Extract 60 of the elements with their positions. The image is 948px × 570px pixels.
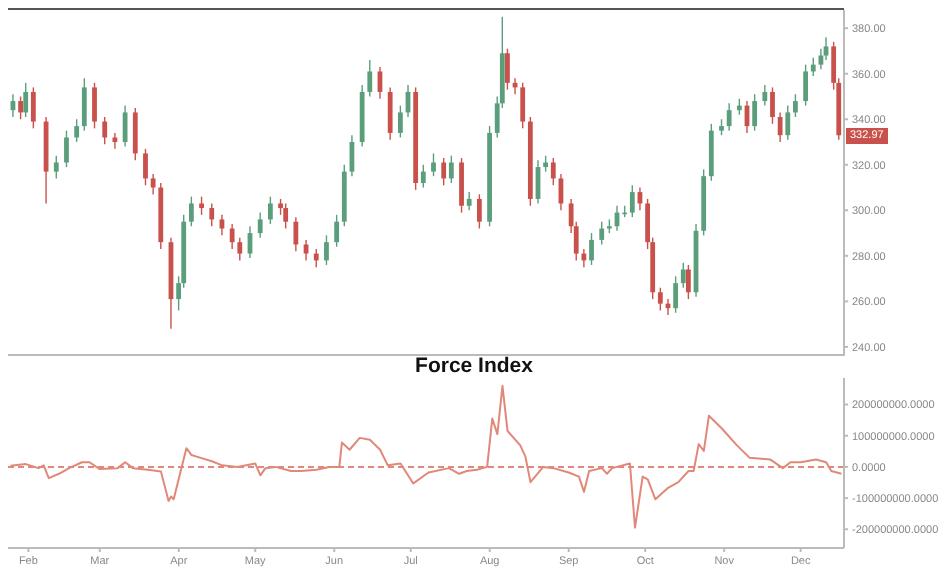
candlestick [581, 248, 587, 268]
candlestick [219, 214, 225, 237]
candlestick [777, 111, 783, 143]
candlestick [770, 86, 775, 125]
candlestick [257, 211, 263, 239]
candlestick [283, 202, 289, 230]
candlestick [313, 248, 319, 268]
candlestick [726, 102, 732, 132]
candlestick [334, 214, 340, 248]
candlestick [53, 154, 59, 180]
candlestick [324, 234, 329, 266]
candlestick [459, 157, 464, 214]
candlestick [476, 193, 482, 230]
candlestick [708, 123, 714, 182]
candlestick [657, 287, 663, 312]
candlestick [520, 82, 526, 130]
candlestick [199, 195, 204, 216]
candlestick [823, 36, 829, 61]
candlestick [785, 104, 791, 141]
candlestick [81, 77, 87, 132]
candlestick [64, 129, 69, 168]
candlestick [589, 232, 594, 266]
candlestick [387, 86, 393, 141]
candlestick [23, 82, 29, 118]
candlestick [685, 264, 691, 300]
candlestick [30, 86, 36, 130]
candlestick [448, 154, 454, 184]
candlestick [237, 236, 243, 262]
candlestick [505, 48, 510, 91]
candlestick [810, 57, 816, 77]
candlestick [420, 164, 426, 189]
candlestick [752, 93, 758, 132]
candlestick [466, 191, 472, 212]
candlestick [599, 221, 605, 246]
candlestick [267, 195, 273, 225]
candlestick [673, 275, 679, 314]
chart-title: Force Index [413, 354, 535, 378]
candlestick [431, 152, 436, 177]
candlestick [18, 95, 23, 120]
candlestick [680, 261, 686, 289]
candlestick [303, 239, 309, 262]
candlestick [74, 118, 80, 143]
candlestick [293, 216, 299, 252]
candlestick [150, 173, 156, 196]
candlestick [92, 82, 97, 130]
candlestick [143, 148, 148, 186]
candlestick [209, 202, 215, 227]
candlestick [762, 84, 768, 107]
candlestick [112, 132, 118, 150]
candlestick [229, 223, 235, 250]
candlestick [441, 157, 447, 186]
candlestick [793, 93, 798, 118]
candlestick [132, 107, 138, 161]
candlestick [550, 157, 556, 186]
candlestick [803, 63, 809, 107]
candlestick [629, 184, 635, 218]
candlestick [367, 59, 373, 98]
candlestick [397, 104, 403, 139]
candlestick [188, 195, 194, 227]
candlestick [102, 116, 108, 145]
